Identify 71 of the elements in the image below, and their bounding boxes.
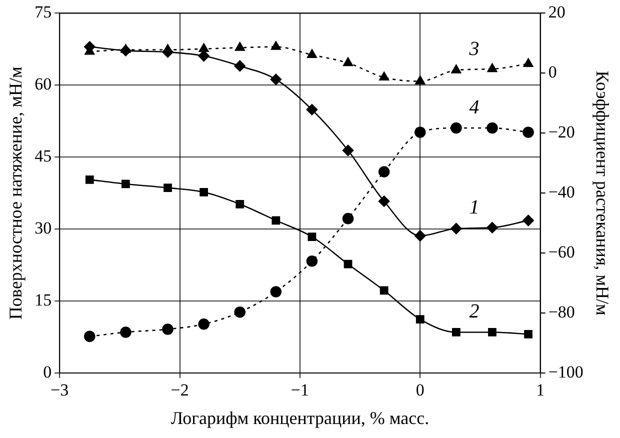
point — [487, 63, 498, 72]
point — [85, 175, 94, 184]
point — [120, 326, 132, 338]
y2-axis-title: Коэффициент растекания, мН/м — [592, 70, 612, 316]
point — [270, 286, 282, 298]
point — [198, 318, 210, 330]
point — [272, 216, 280, 225]
point — [306, 104, 318, 116]
point — [378, 196, 390, 207]
point — [486, 122, 498, 134]
point — [524, 330, 532, 338]
point — [523, 58, 534, 68]
point — [522, 214, 534, 226]
point — [415, 76, 426, 84]
y2-tick-label: −20 — [548, 122, 575, 142]
point — [486, 222, 498, 234]
point — [234, 60, 246, 72]
point — [270, 74, 282, 86]
point — [451, 64, 462, 74]
x-axis-title: Логарифм концентрации, % масс. — [170, 408, 430, 428]
point — [488, 328, 496, 336]
point — [234, 42, 245, 51]
x-tick-label: −1 — [290, 380, 310, 400]
point — [452, 328, 460, 336]
point — [344, 260, 352, 268]
point — [414, 230, 426, 242]
point — [84, 330, 96, 342]
point — [234, 306, 246, 318]
point — [270, 41, 281, 50]
x-tick-label: 1 — [536, 380, 545, 400]
y2-tick-label: 0 — [548, 62, 557, 82]
point — [306, 256, 318, 267]
series-label: 4 — [469, 96, 480, 118]
point — [164, 184, 172, 192]
point — [343, 57, 354, 66]
point — [379, 72, 390, 81]
series-label: 2 — [469, 300, 480, 322]
point — [450, 222, 462, 234]
point — [236, 200, 244, 208]
point — [416, 315, 424, 324]
y2-tick-label: −100 — [548, 362, 584, 382]
point — [414, 126, 426, 138]
y-tick-label: 60 — [34, 74, 52, 94]
y-tick-label: 0 — [43, 362, 52, 382]
series-label: 3 — [468, 38, 480, 60]
point — [380, 286, 388, 295]
y-tick-label: 45 — [34, 146, 52, 166]
point — [122, 180, 130, 188]
y2-tick-label: −40 — [548, 182, 575, 202]
y-axis-title: Поверхностное натяжение, мН/м — [6, 66, 26, 320]
y2-tick-label: −60 — [548, 242, 575, 262]
y2-tick-label: 20 — [548, 2, 566, 22]
point — [378, 166, 390, 178]
x-tick-label: 0 — [416, 380, 424, 400]
point — [522, 126, 534, 138]
point — [342, 144, 354, 156]
point — [308, 232, 316, 241]
point — [200, 188, 208, 196]
point — [342, 212, 354, 224]
y2-tick-label: −80 — [548, 302, 575, 322]
x-tick-label: −3 — [50, 380, 69, 400]
point — [162, 324, 174, 335]
y-tick-label: 15 — [34, 290, 52, 310]
y-tick-label: 75 — [34, 2, 52, 22]
x-tick-label: −2 — [170, 380, 189, 400]
point — [306, 49, 317, 58]
point — [450, 122, 462, 134]
point — [120, 44, 132, 56]
y-tick-label: 30 — [34, 218, 52, 238]
series-label: 1 — [469, 196, 480, 218]
point — [198, 43, 209, 52]
